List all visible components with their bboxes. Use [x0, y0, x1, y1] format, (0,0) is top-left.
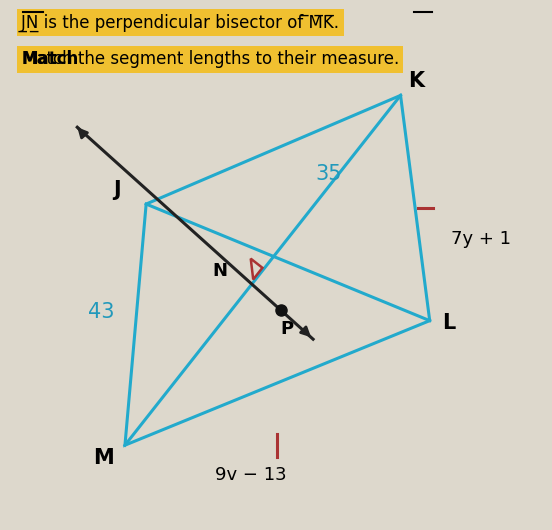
Text: M: M — [93, 448, 114, 468]
Text: Match the segment lengths to their measure.: Match the segment lengths to their measu… — [22, 50, 399, 68]
Text: J̲N̲ is the perpendicular bisector of ̅M̅K̅.: J̲N̲ is the perpendicular bisector of ̅M… — [22, 13, 339, 31]
Text: Match: Match — [22, 50, 79, 68]
Text: 9v − 13: 9v − 13 — [215, 466, 286, 484]
Text: N: N — [213, 262, 228, 280]
Text: 43: 43 — [88, 302, 114, 322]
Text: 7y + 1: 7y + 1 — [451, 230, 511, 248]
Text: L: L — [442, 313, 455, 333]
Text: 35: 35 — [316, 164, 342, 184]
Text: K: K — [408, 72, 424, 92]
Text: J: J — [113, 180, 121, 200]
Text: P: P — [280, 320, 293, 338]
